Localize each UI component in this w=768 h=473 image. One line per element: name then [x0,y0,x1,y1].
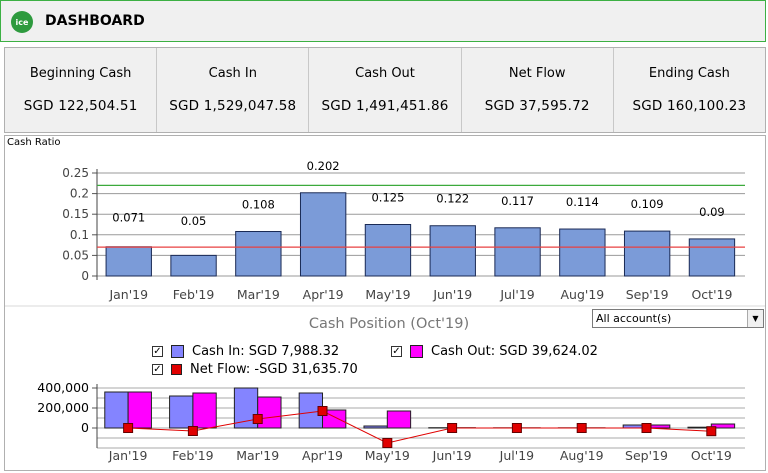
legend-cash-in[interactable]: ✓ Cash In: SGD 7,988.32 [152,344,339,359]
card-value: SGD 37,595.72 [484,98,590,114]
legend-cash-out[interactable]: ✓ Cash Out: SGD 39,624.02 [391,344,598,359]
card-label: Beginning Cash [29,66,132,81]
card-value: SGD 1,491,451.86 [321,98,449,114]
card-label: Ending Cash [648,66,730,81]
cash-out-card: Cash Out SGD 1,491,451.86 [309,48,462,132]
legend-net-flow[interactable]: ✓ Net Flow: -SGD 31,635.70 [152,362,358,377]
card-label: Cash Out [355,66,415,81]
account-select-value: All account(s) [596,312,672,325]
summary-cards: Beginning Cash SGD 122,504.51 Cash In SG… [4,47,766,133]
chevron-down-icon[interactable]: ▼ [747,310,763,327]
ending-cash-card: Ending Cash SGD 160,100.23 [614,48,765,132]
page-title: DASHBOARD [45,13,145,29]
dashboard-header: ice DASHBOARD [0,0,766,42]
card-value: SGD 1,529,047.58 [169,98,297,114]
swatch-cash-out [410,345,423,358]
beginning-cash-card: Beginning Cash SGD 122,504.51 [5,48,158,132]
card-label: Net Flow [508,66,566,81]
checkbox-cash-out[interactable]: ✓ [391,346,402,357]
cash-ratio-label: Cash Ratio [7,137,61,148]
chart-panel [4,135,766,471]
cash-in-card: Cash In SGD 1,529,047.58 [157,48,310,132]
net-flow-card: Net Flow SGD 37,595.72 [462,48,614,132]
card-value: SGD 122,504.51 [23,98,138,114]
swatch-net-flow [171,364,182,375]
swatch-cash-in [171,345,184,358]
checkbox-net-flow[interactable]: ✓ [152,364,163,375]
legend-net-flow-label: Net Flow: -SGD 31,635.70 [190,362,358,377]
app-logo: ice [11,11,33,33]
legend-cash-out-label: Cash Out: SGD 39,624.02 [431,344,598,359]
account-select[interactable]: All account(s) ▼ [592,309,764,328]
card-label: Cash In [208,66,257,81]
legend-cash-in-label: Cash In: SGD 7,988.32 [192,344,340,359]
card-value: SGD 160,100.23 [632,98,747,114]
checkbox-cash-in[interactable]: ✓ [152,346,163,357]
